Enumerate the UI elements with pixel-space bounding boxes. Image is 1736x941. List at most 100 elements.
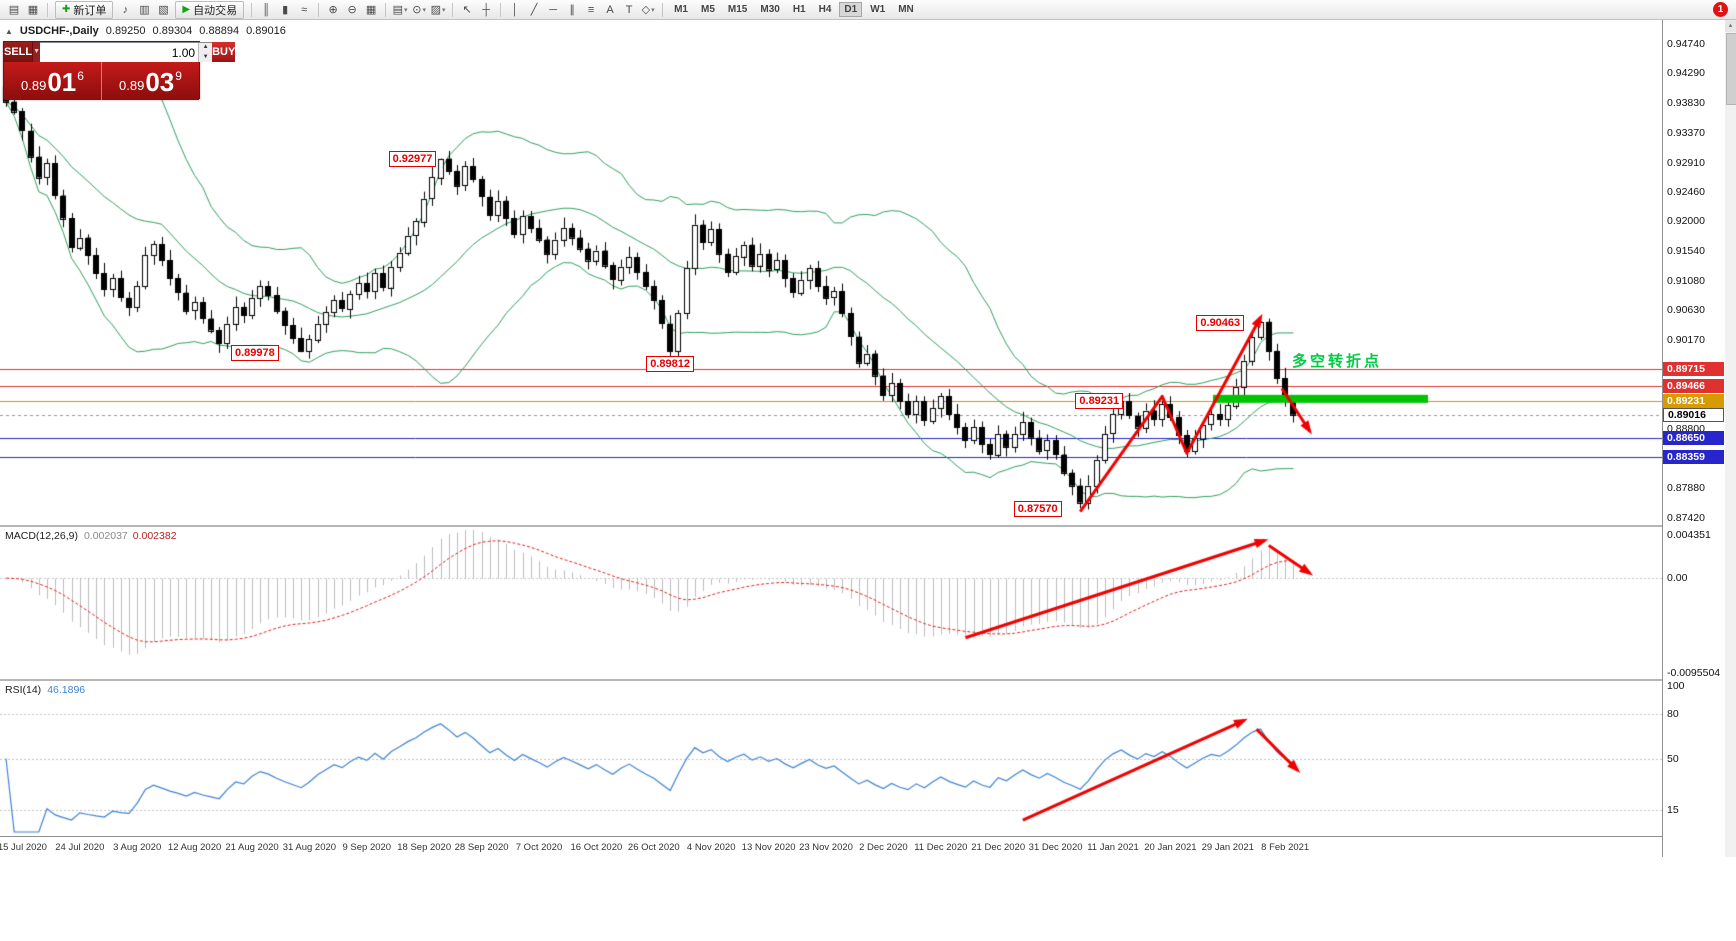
price-tick: 0.92910	[1667, 156, 1705, 169]
terminal-icon[interactable]: ▧	[158, 4, 169, 16]
date-label: 11 Jan 2021	[1087, 842, 1139, 853]
quotes-icon[interactable]: ▦	[27, 4, 39, 16]
candlestick-chart-icon[interactable]: ▮	[282, 4, 289, 16]
ohlc-open: 0.89250	[105, 25, 146, 37]
price-level-tag: 0.89715	[1663, 362, 1724, 377]
date-label: 26 Oct 2020	[627, 842, 680, 853]
zoom-in-icon[interactable]: ⊕	[328, 4, 338, 16]
panel-divider[interactable]	[0, 525, 1662, 527]
new-chart-icon[interactable]: ▤ ▾	[392, 4, 408, 16]
buy-price-display[interactable]: 0.89 03 9	[102, 62, 199, 100]
sell-button[interactable]: SELL	[4, 42, 33, 62]
collapse-trade-panel-icon[interactable]: ▲	[5, 26, 13, 36]
text-icon[interactable]: A	[606, 3, 614, 16]
auto-trading-button[interactable]: ▶ 自动交易	[175, 0, 245, 19]
toolbar-separator	[500, 2, 502, 17]
date-label: 15 Jul 2020	[0, 842, 47, 853]
cursor-icon[interactable]: ↖	[462, 4, 472, 16]
new-order-button[interactable]: ✚ 新订单	[55, 0, 114, 19]
timeframe-M30[interactable]: M30	[760, 4, 780, 15]
timeframe-D1[interactable]: D1	[839, 2, 863, 17]
fibonacci-icon[interactable]: ≡	[587, 3, 595, 16]
macd-main-value: 0.002037	[83, 530, 128, 542]
price-flag[interactable]: 0.87570	[1013, 500, 1062, 517]
date-label: 12 Aug 2020	[167, 842, 222, 853]
macd-name: MACD(12,26,9)	[5, 530, 78, 542]
scrollbar-thumb[interactable]	[1726, 33, 1736, 105]
scroll-up-icon[interactable]: ▲	[1725, 20, 1736, 32]
main-price-chart[interactable]	[0, 20, 1662, 525]
chevron-down-icon: ▾	[422, 6, 426, 14]
volume-up-icon[interactable]: ▲	[199, 43, 213, 53]
macd-tick: -0.0095504	[1667, 667, 1721, 679]
macd-signal-value: 0.002382	[132, 530, 177, 542]
macd-tick: 0.004351	[1667, 529, 1711, 541]
price-level-tag: 0.88359	[1663, 450, 1724, 465]
rsi-value: 46.1896	[47, 684, 86, 696]
vertical-scrollbar[interactable]: ▲	[1724, 20, 1736, 857]
date-label: 7 Oct 2020	[515, 842, 563, 853]
price-flag[interactable]: 0.89812	[646, 355, 694, 372]
toolbar: ▤ ▦ ✚ 新订单 ♪ ▥ ▧ ▶ 自动交易 ║ ▮ ≈ ⊕ ⊖ ▦ ▤ ▾ ⊙ ▾ ▨ ▾ ↖ ┼ │ ╱ ─ ∥ ≡ A T ◇ ▾ M1 M…	[0, 0, 1736, 20]
bar-chart-icon[interactable]: ║	[262, 3, 270, 16]
macd-indicator-chart[interactable]	[0, 527, 1662, 679]
sell-price-display[interactable]: 0.89 01 6	[4, 62, 102, 100]
timeframe-W1[interactable]: W1	[870, 4, 886, 15]
price-flag[interactable]: 0.89978	[231, 344, 279, 361]
tile-windows-icon[interactable]: ▦	[365, 4, 377, 16]
price-flag[interactable]: 0.89231	[1075, 392, 1124, 409]
volume-down-icon[interactable]: ▼	[199, 52, 213, 62]
charts-icon[interactable]: ▤	[8, 4, 20, 16]
alerts-icon[interactable]: ♪	[122, 3, 129, 16]
equidistant-channel-icon[interactable]: ∥	[569, 4, 575, 16]
annotation-text[interactable]: 多空转折点	[1292, 353, 1383, 370]
panel-divider[interactable]	[0, 679, 1662, 681]
volume-input[interactable]	[40, 43, 199, 62]
date-label: 9 Sep 2020	[342, 842, 392, 853]
date-label: 24 Jul 2020	[55, 842, 105, 853]
order-type-dropdown[interactable]: ▼	[32, 42, 41, 62]
timeframe-H1[interactable]: H1	[792, 4, 806, 15]
price-level-tag: 0.88650	[1663, 431, 1724, 446]
trendline-icon[interactable]: ╱	[530, 4, 538, 16]
price-flag[interactable]: 0.90463	[1196, 315, 1245, 332]
date-label: 23 Nov 2020	[799, 842, 853, 853]
horizontal-line-icon[interactable]: ─	[549, 3, 557, 16]
sell-price-pips: 01	[47, 67, 77, 97]
market-depth-icon[interactable]: ▥	[139, 4, 150, 16]
timeframe-MN[interactable]: MN	[898, 4, 914, 15]
price-scale[interactable]: 0.94740 0.94290 0.93830 0.93370 0.92910 0.924…	[1662, 20, 1725, 857]
volume-box: ▲ ▼	[40, 42, 213, 62]
price-flag[interactable]: 0.92977	[388, 150, 437, 167]
timeframe-M5[interactable]: M5	[701, 4, 715, 15]
date-label: 13 Nov 2020	[741, 842, 796, 853]
price-level-tag: 0.89016	[1663, 407, 1724, 422]
price-tick: 0.90630	[1667, 304, 1705, 317]
rsi-indicator-chart[interactable]	[0, 681, 1662, 836]
buy-price-pips: 03	[145, 67, 175, 97]
buy-button[interactable]: BUY	[212, 42, 236, 62]
chevron-down-icon: ▾	[442, 6, 446, 14]
timeframe-M15[interactable]: M15	[727, 4, 748, 15]
timeframe-H4[interactable]: H4	[818, 4, 832, 15]
sell-price-point: 6	[77, 69, 84, 83]
date-label: 18 Sep 2020	[397, 842, 452, 853]
chevron-down-icon: ▾	[404, 6, 408, 14]
date-label: 21 Aug 2020	[225, 842, 279, 853]
text-label-icon[interactable]: T	[625, 3, 633, 16]
template-icon[interactable]: ▨ ▾	[430, 4, 446, 16]
vertical-line-icon[interactable]: │	[511, 3, 519, 16]
zoom-out-icon[interactable]: ⊖	[347, 4, 357, 16]
period-icon[interactable]: ⊙ ▾	[412, 4, 426, 16]
crosshair-icon[interactable]: ┼	[482, 3, 490, 16]
price-tick: 0.93830	[1667, 96, 1705, 109]
arrows-icon[interactable]: ◇ ▾	[641, 4, 655, 16]
timeframe-M1[interactable]: M1	[674, 4, 688, 15]
auto-trading-button-icon: ▶	[182, 4, 191, 15]
notification-badge[interactable]: 1	[1713, 2, 1728, 17]
price-tick: 0.92460	[1667, 185, 1705, 198]
buy-price-point: 9	[175, 69, 182, 83]
rsi-tick: 100	[1667, 680, 1685, 692]
line-chart-icon[interactable]: ≈	[301, 3, 308, 16]
toolbar-separator	[385, 2, 387, 17]
